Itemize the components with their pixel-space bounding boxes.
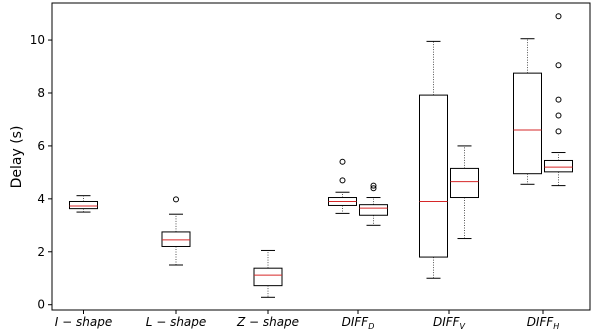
y-tick-label: 4 — [37, 192, 45, 206]
box-body — [359, 204, 388, 216]
outlier-point — [370, 185, 377, 192]
box-group — [513, 38, 542, 185]
box-group — [161, 196, 191, 266]
box-body — [544, 159, 573, 173]
outlier-point — [339, 158, 346, 165]
box-group — [253, 249, 283, 298]
box-body — [450, 167, 479, 199]
y-tick-label: 6 — [37, 139, 45, 153]
x-tick-label: DIFFD — [342, 315, 375, 331]
y-tick-label: 10 — [30, 33, 45, 47]
x-tick-label: I − shape — [55, 315, 112, 329]
outlier-point — [555, 128, 562, 135]
box-body — [513, 72, 542, 175]
box-group — [69, 195, 98, 213]
outlier-point — [555, 96, 562, 103]
x-tick-label: DIFFV — [433, 315, 466, 331]
y-tick-label: 8 — [37, 86, 45, 100]
x-tick-label: Z − shape — [236, 315, 299, 329]
box-group — [328, 158, 357, 214]
box-group — [419, 40, 448, 279]
outlier-point — [555, 112, 562, 119]
y-tick-label: 0 — [37, 298, 45, 312]
outlier-point — [555, 62, 562, 69]
x-tick-label: L − shape — [146, 315, 207, 329]
box-body — [69, 200, 98, 210]
x-axis: I − shape L − shape Z − shape DIFFD DIFFV DIF… — [55, 310, 560, 331]
y-axis: 0 2 4 6 8 10 — [30, 33, 52, 312]
boxes — [69, 13, 573, 298]
box-group — [544, 13, 573, 187]
y-axis-title: Delay (s) — [9, 126, 25, 189]
box-group — [359, 182, 388, 226]
box-body — [161, 231, 191, 247]
box-group — [450, 145, 479, 240]
box-body — [419, 94, 448, 258]
outlier-point — [370, 182, 377, 189]
plot-frame — [51, 2, 591, 311]
outlier-point — [173, 196, 179, 203]
outlier-point — [339, 177, 346, 184]
box-body — [253, 267, 283, 287]
y-tick-label: 2 — [37, 245, 45, 259]
outlier-point — [555, 13, 562, 20]
x-tick-label: DIFFH — [527, 315, 560, 331]
